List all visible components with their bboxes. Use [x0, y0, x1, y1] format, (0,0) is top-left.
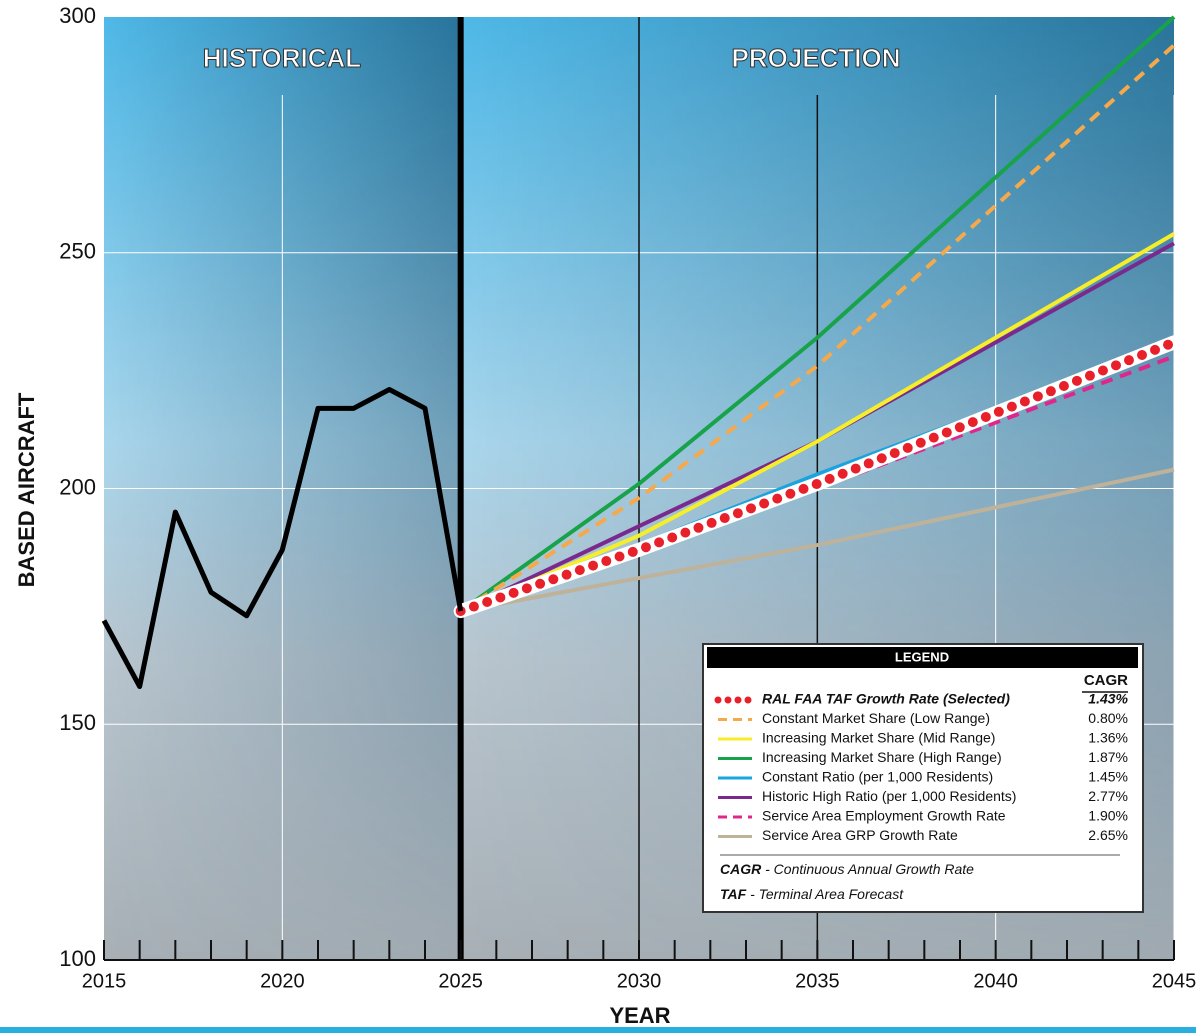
- legend-label: Service Area Employment Growth Rate: [762, 808, 1006, 824]
- note-term: TAF: [720, 886, 747, 902]
- annotation: PROJECTION: [731, 43, 900, 73]
- legend-column: CAGR: [1084, 672, 1128, 689]
- legend-cagr: 1.90%: [1088, 808, 1128, 824]
- legend-cagr: 1.45%: [1088, 769, 1128, 785]
- legend-label: Historic High Ratio (per 1,000 Residents…: [762, 788, 1016, 804]
- x-axis-label: YEAR: [609, 1003, 670, 1028]
- x-tick-label: 2040: [973, 970, 1018, 992]
- note-definition: - Continuous Annual Growth Rate: [761, 861, 974, 877]
- legend-cagr: 0.80%: [1088, 710, 1128, 726]
- legend-cagr: 1.43%: [1088, 691, 1128, 707]
- legend-cagr: 1.87%: [1088, 749, 1128, 765]
- legend-note: TAF - Terminal Area Forecast: [720, 886, 904, 902]
- annotation: HISTORICAL: [203, 43, 362, 73]
- y-tick-label: 300: [59, 3, 96, 28]
- y-tick-label: 100: [59, 946, 96, 971]
- legend-label: Increasing Market Share (Mid Range): [762, 730, 995, 746]
- y-tick-label: 250: [59, 239, 96, 264]
- y-axis-label: BASED AIRCRAFT: [14, 392, 39, 587]
- legend: LEGEND CAGR RAL FAA TAF Growth Rate (Sel…: [703, 644, 1143, 912]
- legend-label: Service Area GRP Growth Rate: [762, 827, 958, 843]
- chart: 100 150 200 250 300 2015 2020 2025 2030 2035 2040 2…: [0, 0, 1196, 1033]
- y-tick-label: 150: [59, 710, 96, 735]
- legend-label: RAL FAA TAF Growth Rate (Selected): [762, 691, 1010, 707]
- x-tick-label: 2025: [438, 970, 483, 992]
- note-term: CAGR: [720, 861, 762, 877]
- legend-title: LEGEND: [895, 649, 949, 664]
- x-tick-label: 2015: [82, 970, 127, 992]
- x-tick-label: 2035: [795, 970, 840, 992]
- footer-stripe: [0, 1027, 1196, 1033]
- legend-note: CAGR - Continuous Annual Growth Rate: [720, 861, 974, 877]
- legend-cagr: 2.65%: [1088, 827, 1128, 843]
- x-tick-label: 2020: [260, 970, 305, 992]
- legend-cagr: 2.77%: [1088, 788, 1128, 804]
- note-definition: - Terminal Area Forecast: [746, 886, 904, 902]
- x-tick-label: 2030: [617, 970, 662, 992]
- legend-label: Constant Market Share (Low Range): [762, 710, 990, 726]
- legend-label: Increasing Market Share (High Range): [762, 749, 1002, 765]
- legend-label: Constant Ratio (per 1,000 Residents): [762, 769, 993, 785]
- legend-cagr: 1.36%: [1088, 730, 1128, 746]
- y-tick-label: 200: [59, 474, 96, 499]
- x-tick-label: 2045: [1152, 970, 1196, 992]
